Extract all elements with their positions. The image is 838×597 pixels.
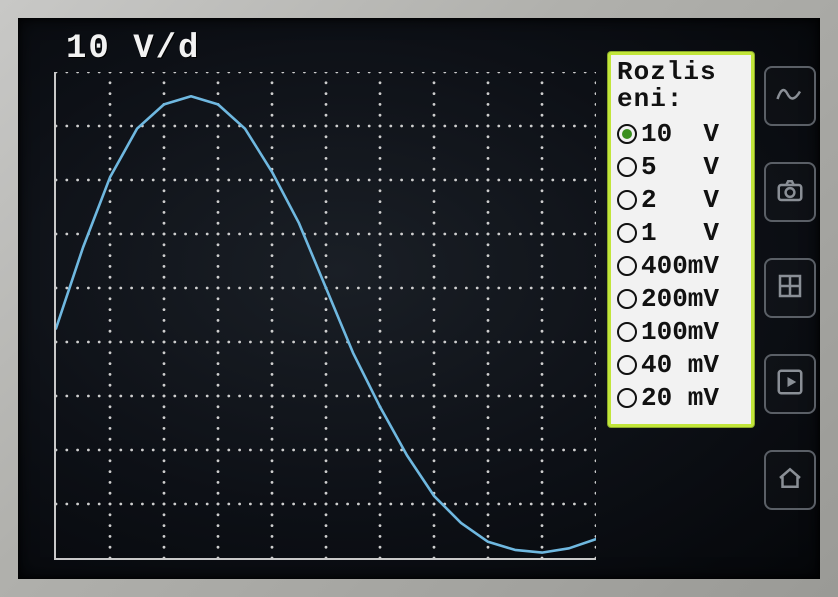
oscilloscope-plot — [54, 72, 596, 560]
device-frame: 10 V/d Rozlis eni: 10 V 5 V 2 V 1 V 400mV 200… — [0, 0, 838, 597]
resolution-option-label: 200mV — [641, 286, 745, 312]
camera-icon — [775, 175, 805, 210]
radio-icon — [617, 223, 637, 243]
resolution-option-label: 5 V — [641, 154, 745, 180]
resolution-option-1V[interactable]: 1 V — [617, 220, 745, 246]
radio-icon — [617, 157, 637, 177]
radio-icon — [617, 289, 637, 309]
grid-button[interactable] — [764, 258, 816, 318]
radio-icon — [617, 355, 637, 375]
vertical-scale-label: 10 V/d — [66, 30, 200, 68]
radio-icon — [617, 322, 637, 342]
waveform-svg — [56, 72, 596, 558]
waveform-icon — [775, 79, 805, 114]
resolution-option-20mV[interactable]: 20 mV — [617, 385, 745, 411]
resolution-option-label: 400mV — [641, 253, 745, 279]
radio-icon — [617, 388, 637, 408]
resolution-option-2V[interactable]: 2 V — [617, 187, 745, 213]
resolution-option-200mV[interactable]: 200mV — [617, 286, 745, 312]
radio-icon — [617, 256, 637, 276]
camera-button[interactable] — [764, 162, 816, 222]
resolution-option-label: 100mV — [641, 319, 745, 345]
resolution-option-label: 20 mV — [641, 385, 745, 411]
resolution-menu-title: Rozlis eni: — [617, 59, 745, 114]
radio-icon — [617, 190, 637, 210]
resolution-option-label: 10 V — [641, 121, 745, 147]
radio-icon — [617, 124, 637, 144]
resolution-option-400mV[interactable]: 400mV — [617, 253, 745, 279]
home-icon — [775, 463, 805, 498]
play-icon — [775, 367, 805, 402]
resolution-option-10V[interactable]: 10 V — [617, 121, 745, 147]
resolution-menu: Rozlis eni: 10 V 5 V 2 V 1 V 400mV 200mV 100mV… — [608, 52, 754, 427]
play-button[interactable] — [764, 354, 816, 414]
waveform-button[interactable] — [764, 66, 816, 126]
lcd-screen: 10 V/d Rozlis eni: 10 V 5 V 2 V 1 V 400mV 200… — [18, 18, 820, 579]
grid-icon — [775, 271, 805, 306]
resolution-option-40mV[interactable]: 40 mV — [617, 352, 745, 378]
resolution-option-label: 40 mV — [641, 352, 745, 378]
resolution-option-5V[interactable]: 5 V — [617, 154, 745, 180]
resolution-option-100mV[interactable]: 100mV — [617, 319, 745, 345]
home-button[interactable] — [764, 450, 816, 510]
resolution-option-label: 2 V — [641, 187, 745, 213]
resolution-option-label: 1 V — [641, 220, 745, 246]
side-button-bar — [764, 66, 812, 510]
